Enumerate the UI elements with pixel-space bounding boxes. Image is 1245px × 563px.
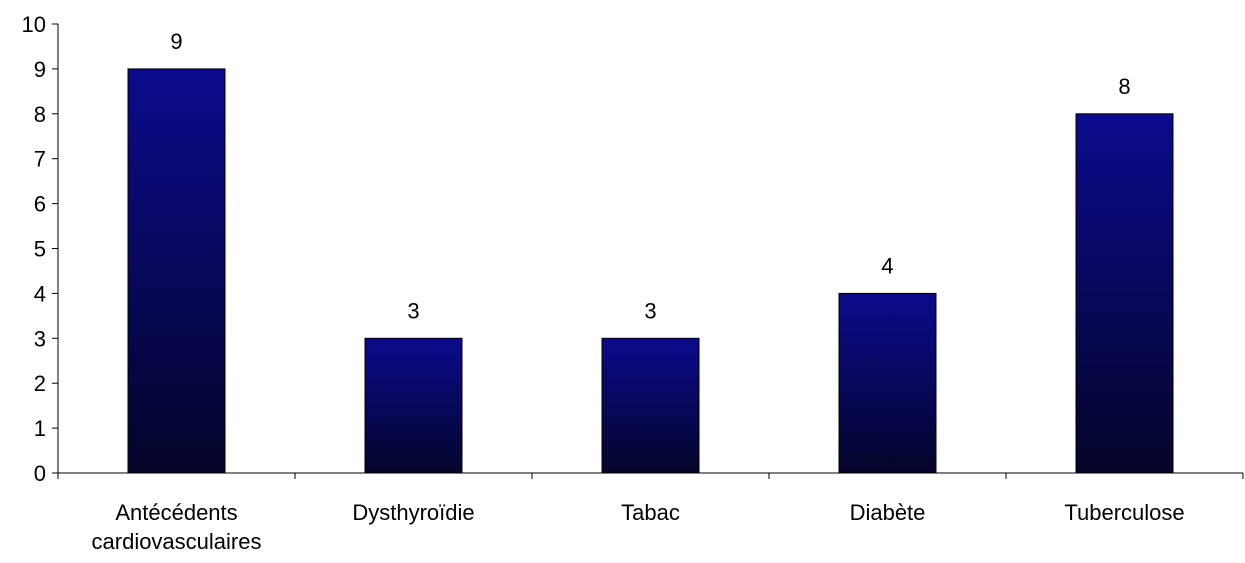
y-tick-label: 0: [34, 461, 46, 486]
x-category-label: cardiovasculaires: [92, 529, 262, 554]
y-tick-label: 4: [34, 281, 46, 306]
x-category-label: Dysthyroïdie: [352, 500, 474, 525]
y-tick-label: 5: [34, 237, 46, 262]
bar: [128, 69, 225, 473]
y-tick-label: 10: [22, 12, 46, 37]
y-tick-label: 3: [34, 326, 46, 351]
data-label: 3: [644, 298, 656, 323]
x-category-label: Tuberculose: [1064, 500, 1184, 525]
bar: [1076, 114, 1173, 473]
y-tick-label: 9: [34, 57, 46, 82]
y-tick-label: 6: [34, 192, 46, 217]
y-tick-label: 8: [34, 102, 46, 127]
data-label: 9: [170, 29, 182, 54]
bar: [602, 338, 699, 473]
y-tick-label: 2: [34, 371, 46, 396]
y-tick-label: 7: [34, 147, 46, 172]
bars: [128, 69, 1173, 473]
data-label: 3: [407, 298, 419, 323]
bar: [365, 338, 462, 473]
data-label: 8: [1118, 74, 1130, 99]
bar: [839, 293, 936, 473]
x-category-label: Antécédents: [115, 500, 237, 525]
x-category-label: Tabac: [621, 500, 680, 525]
data-label: 4: [881, 253, 893, 278]
x-category-label: Diabète: [850, 500, 926, 525]
y-tick-label: 1: [34, 416, 46, 441]
